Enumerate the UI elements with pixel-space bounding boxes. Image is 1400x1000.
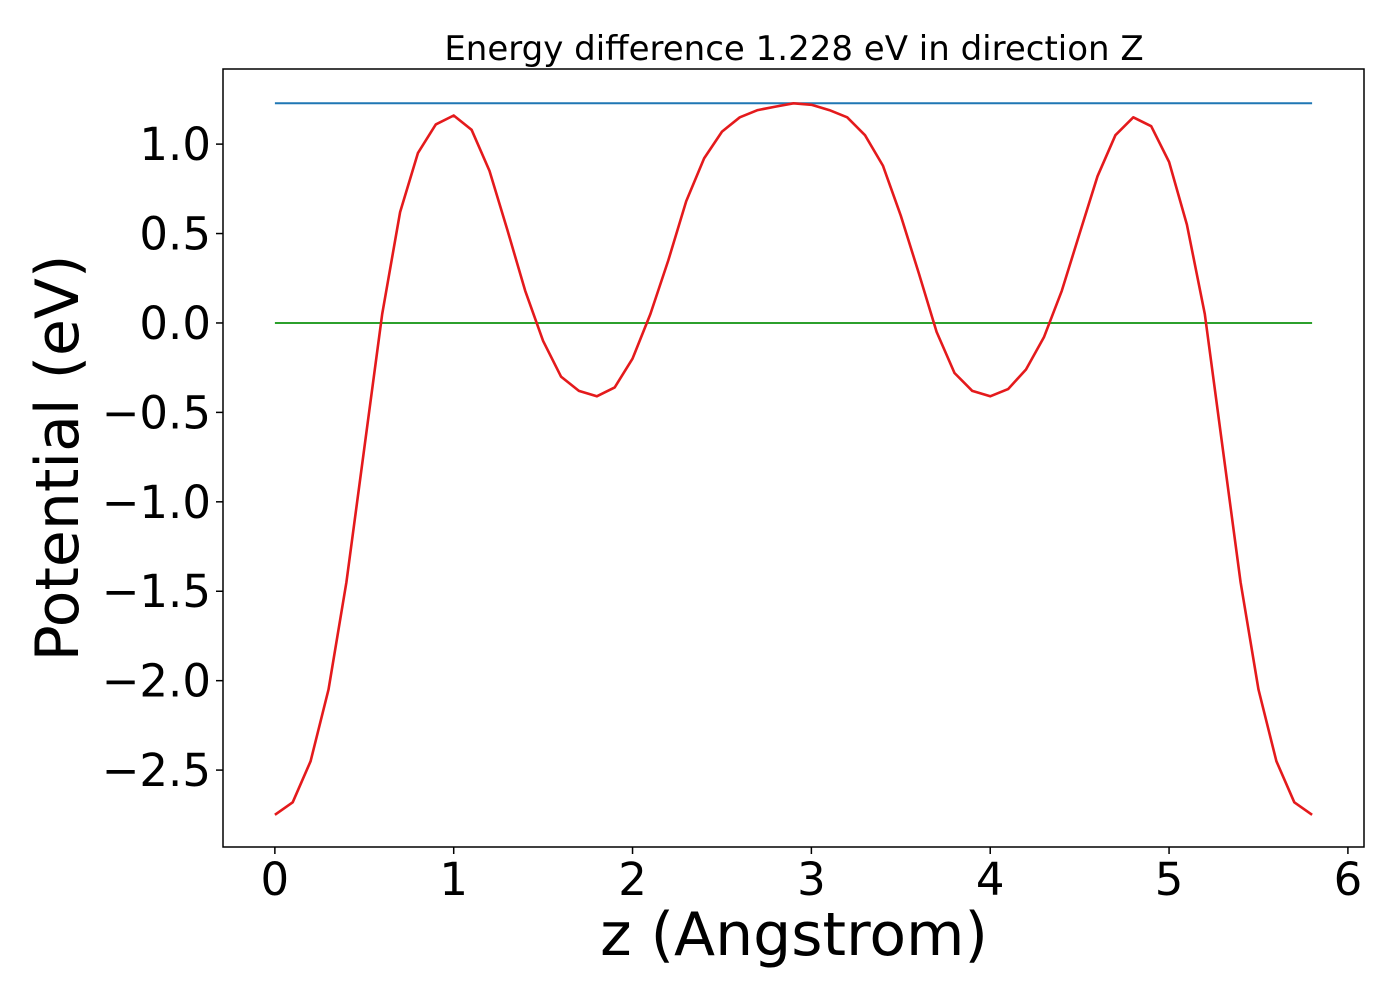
x-tick-label: 3 — [797, 853, 826, 906]
x-axis: 0 1 2 3 4 5 6 — [261, 847, 1363, 906]
x-tick-label: 1 — [439, 853, 468, 906]
y-tick-label: −0.5 — [102, 386, 211, 439]
y-tick-label: 0.5 — [139, 208, 211, 261]
y-axis-label: Potential (eV) — [23, 255, 93, 662]
y-axis: 1.0 0.5 0.0 −0.5 −1.0 −1.5 −2.0 −2.5 — [102, 118, 223, 797]
y-tick-label: 1.0 — [139, 118, 211, 171]
plot-frame — [222, 68, 1365, 848]
x-tick-label: 5 — [1155, 853, 1184, 906]
x-axis-label: z (Angstrom) — [600, 900, 988, 970]
chart-title: Energy difference 1.228 eV in direction … — [444, 29, 1143, 69]
x-tick-label: 0 — [261, 853, 290, 906]
y-tick-label: −1.0 — [102, 476, 211, 529]
series-layer — [274, 102, 1313, 816]
x-tick-label: 4 — [976, 853, 1005, 906]
y-tick-label: 0.0 — [139, 297, 211, 350]
y-tick-label: −2.5 — [102, 744, 211, 797]
x-tick-label: 2 — [618, 853, 647, 906]
x-tick-label: 6 — [1334, 853, 1363, 906]
series-line-2 — [274, 102, 1313, 816]
y-tick-label: −2.0 — [102, 655, 211, 708]
y-tick-label: −1.5 — [102, 565, 211, 618]
